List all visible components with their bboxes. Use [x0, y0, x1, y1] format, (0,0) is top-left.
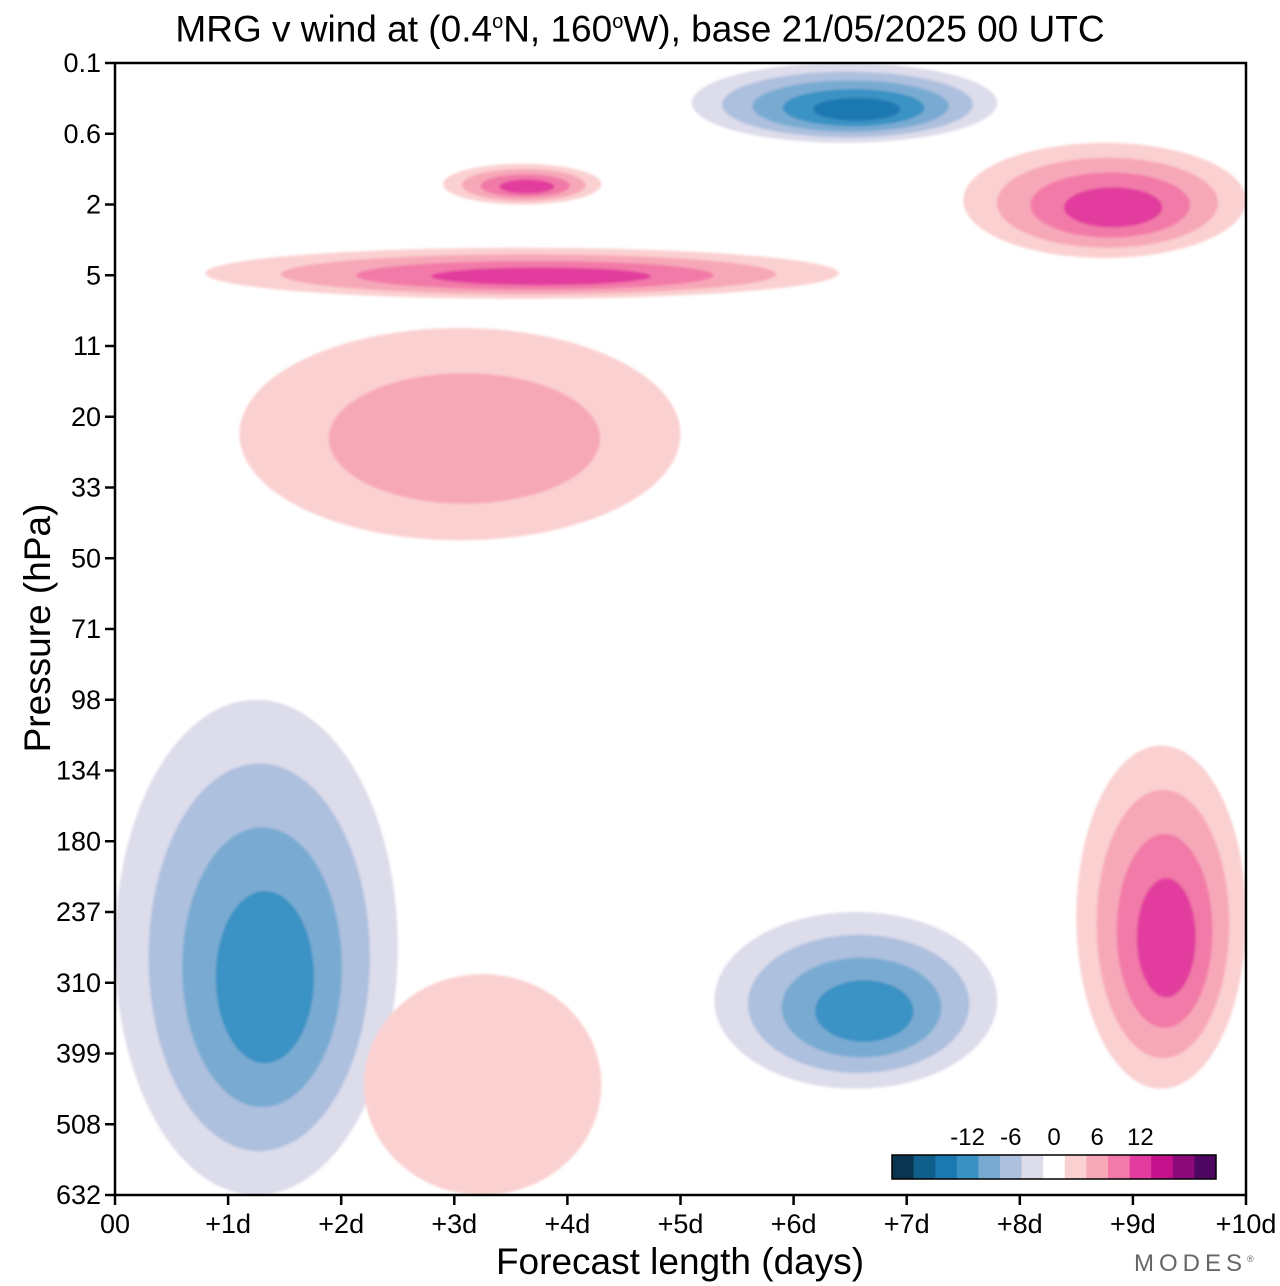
contour-band — [499, 179, 555, 194]
contour-band — [431, 267, 652, 286]
y-tick-label: 11 — [73, 331, 101, 361]
x-tick-label: +3d — [431, 1209, 477, 1239]
x-axis-label: Forecast length (days) — [495, 1241, 865, 1282]
colorbar-swatch — [1043, 1155, 1066, 1179]
colorbar-tick-label: -6 — [1000, 1124, 1021, 1151]
contour-feature-northward — [363, 974, 602, 1195]
y-tick-label: 2 — [86, 190, 101, 220]
contour-band — [1136, 878, 1196, 998]
y-tick-label: 98 — [71, 685, 101, 715]
y-tick-label: 33 — [71, 473, 101, 503]
contour-feature-northward — [239, 327, 681, 541]
contour-field — [115, 63, 1246, 1195]
modes-logo: MODES® — [1134, 1250, 1254, 1277]
colorbar-swatch — [913, 1155, 936, 1179]
chart-title: MRG v wind at (0.4oN, 160oW), base 21/05… — [175, 8, 1105, 50]
colorbar-swatch — [1064, 1155, 1087, 1179]
y-tick-label: 134 — [56, 756, 101, 786]
contour-feature-southward — [714, 912, 998, 1089]
x-tick-label: +8d — [997, 1209, 1043, 1239]
colorbar-swatch — [1194, 1155, 1217, 1179]
colorbar-swatch — [1021, 1155, 1044, 1179]
contour-band — [1063, 187, 1163, 228]
y-tick-label: 0.1 — [63, 48, 101, 78]
contour-band — [363, 974, 602, 1195]
colorbar-swatch — [978, 1155, 1001, 1179]
y-tick-label: 237 — [56, 897, 101, 927]
contour-feature-northward — [963, 142, 1246, 259]
y-tick-label: 5 — [86, 260, 101, 290]
contour-band — [815, 980, 914, 1042]
y-tick-label: 632 — [56, 1180, 101, 1210]
colorbar-tick-label: 0 — [1047, 1124, 1060, 1151]
colorbar-swatch — [1172, 1155, 1195, 1179]
contour-band — [328, 373, 601, 504]
x-tick-label: +6d — [771, 1209, 817, 1239]
colorbar-swatch — [892, 1155, 915, 1179]
colorbar-swatch — [935, 1155, 958, 1179]
colorbar-tick-label: -12 — [950, 1124, 985, 1151]
colorbar-swatch — [1151, 1155, 1174, 1179]
y-tick-label: 310 — [56, 968, 101, 998]
contour-feature-southward — [691, 63, 998, 143]
y-tick-label: 180 — [56, 826, 101, 856]
y-tick-label: 50 — [71, 543, 101, 573]
x-tick-label: 00 — [100, 1209, 130, 1239]
y-tick-label: 0.6 — [63, 119, 101, 149]
axes: 00 +1d +2d +3d +4d +5d +6d +7d +8d +9d +10d 0.1 0.6 2… — [56, 48, 1276, 1239]
contour-feature-northward — [205, 247, 839, 299]
x-tick-label: +1d — [205, 1209, 251, 1239]
x-tick-label: +4d — [544, 1209, 590, 1239]
colorbar-tick-label: 6 — [1091, 1124, 1104, 1151]
contour-feature-northward — [1076, 745, 1246, 1089]
contour-band — [215, 890, 315, 1064]
x-tick-label: +9d — [1110, 1209, 1156, 1239]
y-tick-label: 71 — [71, 614, 101, 644]
colorbar-swatch — [956, 1155, 979, 1179]
colorbar-tick-label: 12 — [1127, 1124, 1154, 1151]
colorbar-swatch — [1129, 1155, 1152, 1179]
x-tick-label: +2d — [318, 1209, 364, 1239]
colorbar-swatch — [1086, 1155, 1109, 1179]
colorbar-legend: -12 -6 0 6 12 — [891, 1124, 1217, 1180]
colorbar-swatch — [1000, 1155, 1023, 1179]
x-tick-label: +7d — [884, 1209, 930, 1239]
contour-feature-northward — [442, 163, 602, 205]
contour-feature-southward — [115, 699, 398, 1195]
y-tick-label: 20 — [71, 402, 101, 432]
x-tick-label: +5d — [658, 1209, 704, 1239]
y-tick-label: 508 — [56, 1109, 101, 1139]
contour-band — [813, 97, 901, 121]
colorbar-swatch — [1108, 1155, 1131, 1179]
y-tick-label: 399 — [56, 1039, 101, 1069]
colorbar-frame — [891, 1154, 1217, 1180]
x-tick-label: +10d — [1216, 1209, 1277, 1239]
